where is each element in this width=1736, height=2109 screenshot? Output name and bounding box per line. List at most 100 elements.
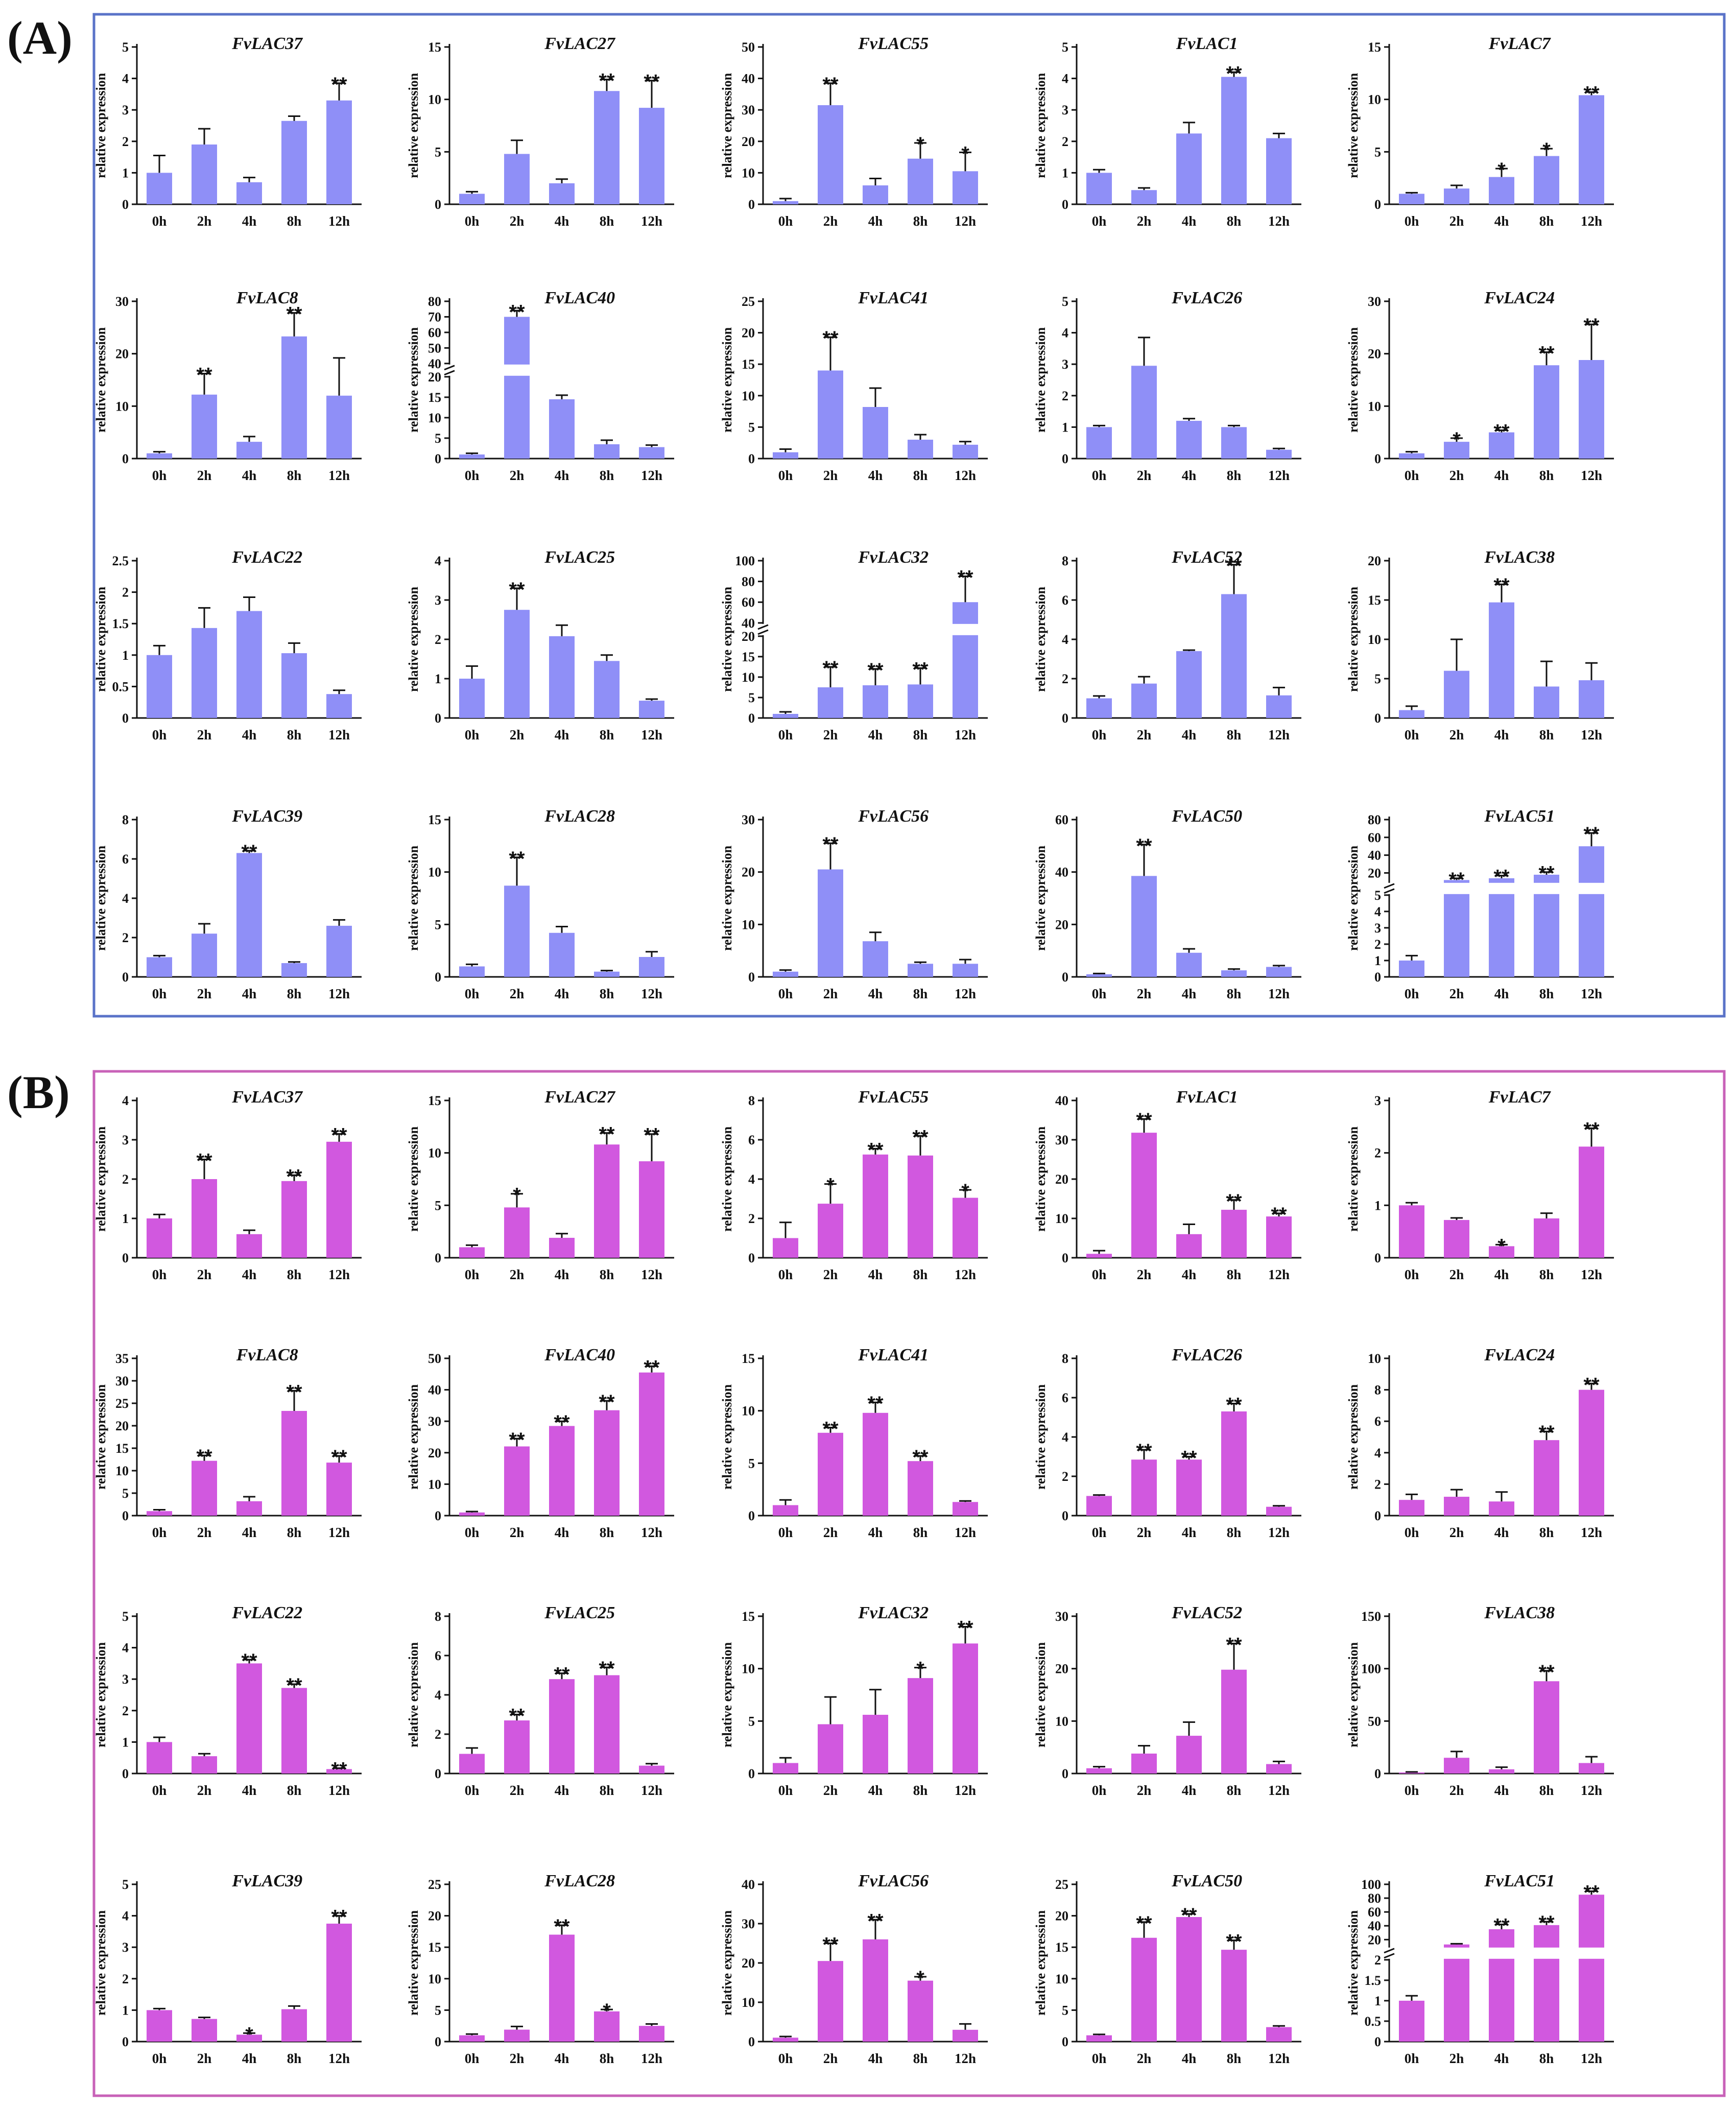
y-tick-label: 6 bbox=[1374, 1414, 1381, 1429]
y-tick-label: 30 bbox=[1055, 1133, 1068, 1147]
x-tick-label: 8h bbox=[913, 1267, 928, 1282]
bar-0h bbox=[1086, 1254, 1112, 1258]
y-tick-label: 10 bbox=[428, 411, 441, 425]
x-tick-label: 2h bbox=[1449, 468, 1464, 483]
y-tick-label: 8 bbox=[435, 1609, 441, 1624]
y-tick-label: 20 bbox=[115, 1419, 129, 1433]
significance-mark: ** bbox=[1583, 1882, 1600, 1904]
bar-4h bbox=[236, 442, 262, 459]
y-tick-label: 15 bbox=[742, 1609, 755, 1624]
bar-2h bbox=[1444, 188, 1469, 204]
significance-mark: * bbox=[961, 1180, 969, 1203]
bar-12h bbox=[1266, 695, 1292, 718]
bar-4h bbox=[1489, 432, 1514, 459]
chart-title: FvLAC26 bbox=[1171, 289, 1242, 307]
axis-break-mark bbox=[444, 370, 455, 376]
y-tick-label: 4 bbox=[1374, 904, 1381, 919]
x-tick-label: 2h bbox=[197, 213, 212, 229]
y-axis-label: relative expression bbox=[1346, 1910, 1361, 2016]
significance-mark: ** bbox=[1538, 1661, 1555, 1684]
x-tick-label: 4h bbox=[1182, 986, 1197, 1001]
bar-4h bbox=[1489, 1246, 1514, 1258]
bar-2h bbox=[1131, 1459, 1157, 1516]
bar-2h bbox=[1131, 1753, 1157, 1774]
chart-title: FvLAC55 bbox=[858, 1088, 929, 1107]
x-tick-label: 0h bbox=[465, 468, 480, 483]
bar-12h bbox=[953, 1502, 978, 1516]
chart-b-fvlac55: 0 2 4 6 8 relative expression FvLAC55 0h * 2h ** 4h… bbox=[720, 1088, 988, 1282]
bar-12h bbox=[1266, 2027, 1292, 2042]
y-tick-label: 2 bbox=[1374, 1953, 1381, 1968]
x-tick-label: 4h bbox=[868, 727, 883, 742]
bar-break-gap bbox=[1533, 1947, 1560, 1959]
x-tick-label: 8h bbox=[600, 2051, 614, 2066]
bar-12h bbox=[1579, 95, 1604, 204]
bar-0h bbox=[147, 1218, 172, 1258]
y-tick-label: 10 bbox=[428, 1972, 441, 1986]
y-axis-label: relative expression bbox=[93, 1126, 108, 1232]
significance-mark: ** bbox=[1226, 1394, 1242, 1417]
bar-0h bbox=[1399, 453, 1424, 459]
x-tick-label: 12h bbox=[955, 213, 976, 229]
x-tick-label: 2h bbox=[1449, 1267, 1464, 1282]
axis-break-mark bbox=[1384, 888, 1395, 894]
panel-b-frame bbox=[92, 1070, 1726, 2097]
significance-mark: ** bbox=[912, 1126, 929, 1148]
x-tick-label: 2h bbox=[823, 2051, 838, 2066]
bar-12h bbox=[1266, 1506, 1292, 1516]
x-tick-label: 0h bbox=[1092, 986, 1107, 1001]
x-tick-label: 12h bbox=[328, 727, 350, 742]
y-tick-label: 0 bbox=[1062, 1508, 1068, 1523]
chart-a-fvlac38: 0 5 10 15 20 relative expression FvLAC38 0h 2h **… bbox=[1346, 548, 1614, 742]
y-tick-label: 2 bbox=[435, 632, 441, 647]
bar-0h bbox=[459, 1247, 485, 1258]
y-axis-label: relative expression bbox=[93, 1384, 108, 1490]
chart-title: FvLAC56 bbox=[858, 807, 929, 826]
bar-12h bbox=[953, 171, 978, 204]
x-tick-label: 0h bbox=[152, 986, 167, 1001]
significance-mark: ** bbox=[644, 1356, 660, 1379]
significance-mark: ** bbox=[1583, 82, 1600, 105]
y-axis-label: relative expression bbox=[1033, 1384, 1048, 1490]
bar-2h bbox=[504, 885, 530, 977]
chart-a-fvlac51: 0 123 45 20 40 60 80 relative expression FvLAC51… bbox=[1346, 807, 1614, 1001]
x-tick-label: 8h bbox=[1227, 1783, 1242, 1798]
y-tick-label: 2 bbox=[122, 1172, 129, 1187]
significance-mark: ** bbox=[1493, 421, 1510, 443]
significance-mark: ** bbox=[196, 1446, 212, 1468]
y-tick-label: 6 bbox=[122, 852, 129, 867]
chart-b-fvlac22: 0 1 2 3 4 5 relative expression FvLAC22 0h 2h ** 4h… bbox=[93, 1603, 362, 1798]
bar-8h bbox=[1534, 1440, 1559, 1516]
y-tick-label: 25 bbox=[115, 1396, 129, 1411]
bar-8h bbox=[1534, 156, 1559, 204]
axis-break-mark bbox=[1384, 1948, 1395, 1954]
significance-mark: ** bbox=[867, 1139, 884, 1161]
bar-2h bbox=[818, 105, 843, 204]
bar-8h bbox=[281, 1181, 307, 1258]
y-tick-label: 60 bbox=[1055, 812, 1068, 827]
chart-b-fvlac41: 0 5 10 15 relative expression FvLAC41 0h ** 2h **… bbox=[720, 1346, 988, 1540]
x-tick-label: 2h bbox=[1137, 468, 1152, 483]
y-tick-label: 8 bbox=[1374, 1383, 1381, 1398]
y-tick-label: 15 bbox=[1368, 40, 1381, 55]
y-tick-label: 1 bbox=[122, 1735, 129, 1749]
x-tick-label: 12h bbox=[641, 1267, 662, 1282]
chart-b-fvlac56: 0 10 20 30 40 relative expression FvLAC56 0h ** 2… bbox=[720, 1872, 988, 2066]
significance-mark: * bbox=[826, 1175, 835, 1197]
x-tick-label: 12h bbox=[641, 2051, 662, 2066]
x-tick-label: 12h bbox=[1268, 213, 1290, 229]
bar-2h bbox=[818, 1724, 843, 1774]
x-tick-label: 0h bbox=[778, 1267, 793, 1282]
y-tick-label: 1.5 bbox=[112, 616, 129, 631]
bar-12h bbox=[1266, 1764, 1292, 1774]
x-tick-label: 12h bbox=[1268, 1525, 1290, 1540]
x-tick-label: 12h bbox=[1581, 2051, 1602, 2066]
y-tick-label: 0 bbox=[435, 197, 441, 212]
x-tick-label: 4h bbox=[555, 213, 569, 229]
significance-mark: ** bbox=[1538, 1422, 1555, 1444]
significance-mark: ** bbox=[331, 1124, 347, 1146]
y-tick-label: 0 bbox=[435, 1766, 441, 1781]
axis-break-mark bbox=[757, 629, 769, 635]
x-tick-label: 8h bbox=[1227, 986, 1242, 1001]
bar-8h bbox=[908, 964, 933, 977]
